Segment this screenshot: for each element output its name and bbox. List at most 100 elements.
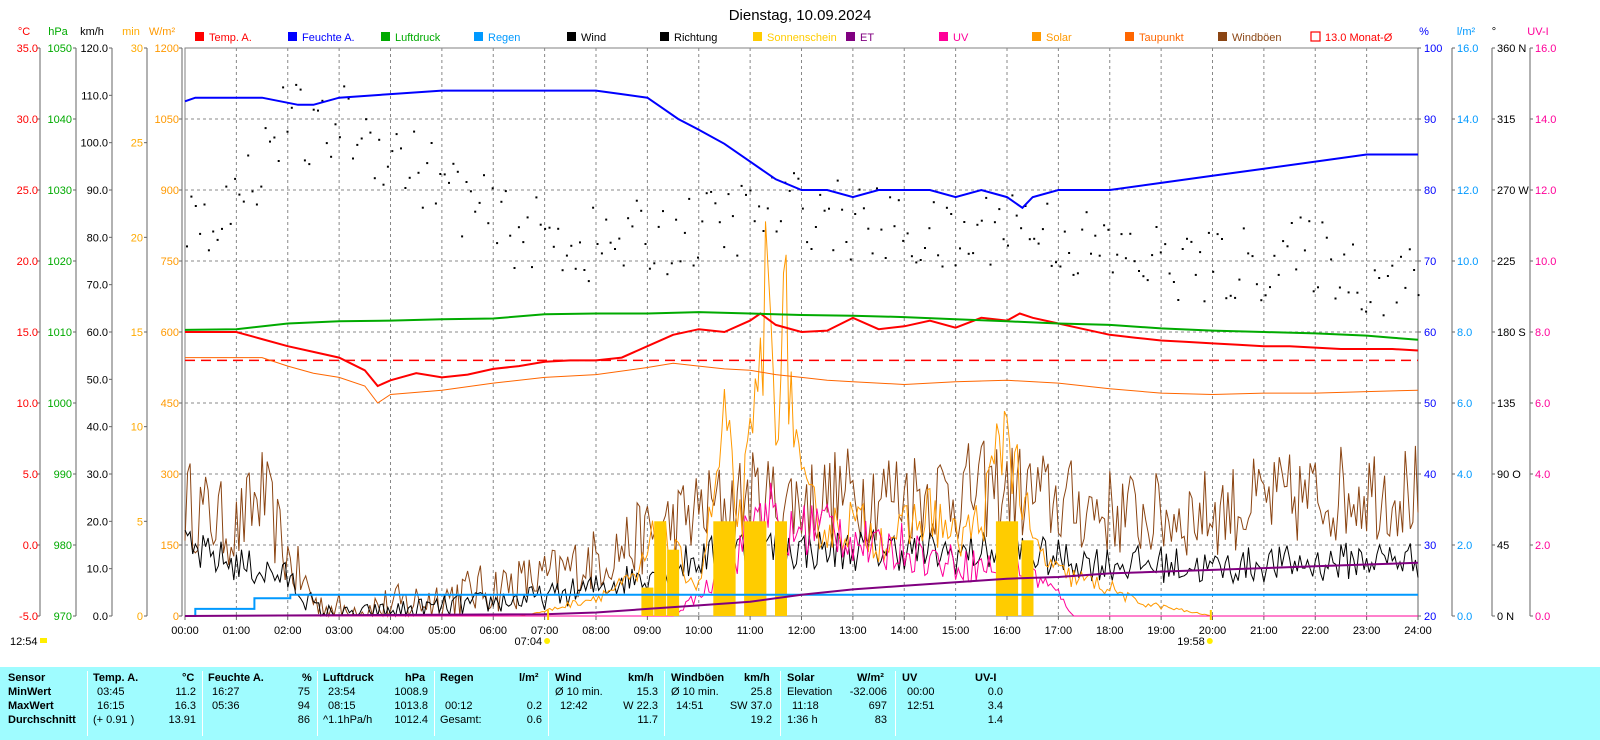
legend-swatch	[567, 32, 576, 41]
left-axes: 35.030.025.020.015.010.05.00.0-5.0105010…	[17, 43, 183, 623]
direction-point	[1286, 245, 1289, 248]
direction-point	[461, 235, 464, 238]
axis-unit-label: km/h	[80, 26, 104, 38]
uv-title: UV	[902, 672, 918, 684]
gust-line	[184, 440, 1419, 618]
direction-point	[391, 150, 394, 153]
sun-markers: 07:04 19:58 12:54	[10, 610, 1213, 648]
chart-title: Dienstag, 10.09.2024	[729, 7, 872, 24]
direction-point	[618, 237, 621, 240]
direction-point	[448, 181, 450, 184]
axis-tick-label-pressure: 1010	[48, 327, 72, 339]
direction-point	[1059, 265, 1062, 268]
direction-point	[1159, 251, 1162, 254]
wind-max-time: 12:42	[560, 700, 588, 712]
sunshine-bar	[775, 521, 787, 616]
time-tick-label: 06:00	[479, 625, 507, 637]
axis-tick-label-sunshine_min: 0	[137, 611, 143, 623]
direction-point	[1151, 254, 1154, 257]
axis-tick-label-pressure: 1050	[48, 43, 72, 55]
axis-unit-label: UV-I	[1527, 26, 1548, 38]
direction-point	[932, 201, 935, 204]
axis-tick-label-humidity: 90	[1424, 114, 1436, 126]
rain-max-time: 00:12	[445, 700, 473, 712]
direction-point	[1234, 296, 1237, 299]
solar-avg-value: 83	[874, 714, 887, 726]
axis-tick-label-rain: 8.0	[1457, 327, 1472, 339]
direction-point	[1116, 253, 1119, 256]
direction-point	[1068, 252, 1071, 254]
uv-min-value: 0.0	[987, 686, 1003, 698]
time-tick-label: 10:00	[685, 625, 713, 637]
row-label-avg: Durchschnitt	[8, 714, 76, 726]
direction-point	[517, 226, 520, 229]
direction-point	[1360, 308, 1363, 311]
direction-point	[753, 220, 756, 223]
legend-swatch	[195, 32, 204, 41]
axis-tick-label-humidity: 100	[1424, 43, 1442, 55]
direction-point	[1168, 272, 1171, 275]
axis-tick-label-wind: 80.0	[87, 232, 108, 244]
legend: Temp. A. Feuchte A. Luftdruck Regen Wind Rich…	[195, 31, 1393, 44]
axis-tick-label-uv: 4.0	[1535, 469, 1550, 481]
direction-point	[1277, 273, 1280, 276]
direction-point	[1129, 232, 1132, 235]
legend-item: Wind	[567, 32, 606, 44]
legend-label: Solar	[1046, 32, 1072, 44]
rain-total-label: Gesamt:	[440, 714, 482, 726]
axis-tick-label-humidity: 70	[1424, 256, 1436, 268]
time-tick-label: 19:00	[1147, 625, 1175, 637]
direction-point	[395, 133, 398, 136]
direction-point	[334, 123, 337, 126]
legend-label: Wind	[581, 32, 606, 44]
direction-point	[889, 196, 892, 199]
direction-point	[670, 262, 673, 265]
legend-item: Luftdruck	[381, 32, 441, 44]
time-tick-label: 08:00	[582, 625, 610, 637]
uv-avg-value: 1.4	[987, 714, 1003, 726]
direction-point	[701, 220, 704, 223]
legend-swatch	[1218, 32, 1227, 41]
direction-point	[648, 267, 651, 270]
time-tick-label: 12:00	[788, 625, 816, 637]
direction-point	[998, 208, 1001, 211]
legend-label: Windböen	[1232, 32, 1282, 44]
axis-tick-label-pressure: 1000	[48, 398, 72, 410]
direction-point	[1395, 301, 1398, 304]
direction-point	[688, 197, 691, 200]
direction-point	[548, 226, 551, 229]
axis-tick-label-rain: 2.0	[1457, 540, 1472, 552]
temp-avg-value: 13.91	[168, 714, 196, 726]
axis-tick-label-humidity: 30	[1424, 540, 1436, 552]
direction-point	[343, 85, 346, 88]
axis-tick-label-sunshine_min: 30	[131, 43, 143, 55]
axis-tick-label-wind: 120.0	[80, 43, 108, 55]
humidity-max-value: 94	[297, 700, 310, 712]
axis-tick-label-sunshine_min: 5	[137, 516, 143, 528]
direction-point	[679, 260, 682, 263]
direction-point	[1303, 249, 1306, 252]
direction-point	[194, 205, 197, 207]
direction-point	[373, 177, 376, 180]
direction-point	[1164, 243, 1167, 246]
direction-point	[1255, 283, 1258, 286]
axis-tick-label-uv: 6.0	[1535, 398, 1550, 410]
gust-title: Windböen	[671, 672, 725, 684]
direction-point	[666, 273, 669, 276]
direction-point	[1260, 299, 1263, 302]
humidity-avg-value: 86	[297, 714, 310, 726]
direction-point	[1146, 279, 1149, 282]
direction-point	[1142, 275, 1145, 278]
direction-point	[1269, 286, 1271, 289]
axis-tick-label-temp: 5.0	[23, 469, 38, 481]
wind-max-value: W 22.3	[623, 700, 658, 712]
direction-point	[644, 243, 647, 245]
legend-swatch	[753, 32, 762, 41]
direction-point	[902, 239, 905, 242]
direction-point	[1247, 252, 1250, 255]
axis-tick-label-direction: 90 O	[1497, 469, 1521, 481]
axis-tick-label-solar: 0	[173, 611, 179, 623]
solar-max-value: 697	[868, 700, 887, 712]
axis-tick-label-uv: 14.0	[1535, 114, 1556, 126]
time-tick-label: 11:00	[737, 625, 764, 637]
